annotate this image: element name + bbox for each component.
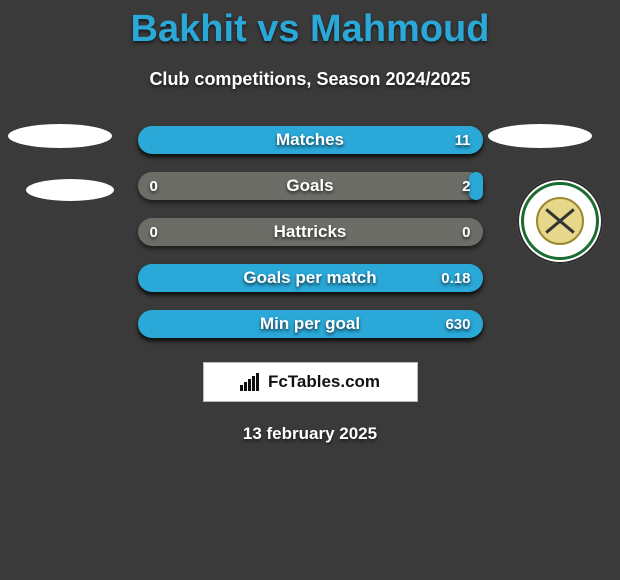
stat-value-left: 0: [150, 224, 164, 241]
stat-bar: 0Hattricks0: [138, 218, 483, 246]
brand-text: FcTables.com: [268, 372, 380, 392]
stat-bar: Goals per match0.18: [138, 264, 483, 292]
stat-value-right: 0: [457, 224, 471, 241]
left-player-placeholder-2: [26, 179, 114, 201]
stat-label: Goals: [138, 176, 483, 196]
stat-value-right: 2: [457, 178, 471, 195]
stat-bar: Min per goal630: [138, 310, 483, 338]
brand-attribution: FcTables.com: [203, 362, 418, 402]
snapshot-date: 13 february 2025: [0, 424, 620, 444]
stat-value-left: 0: [150, 178, 164, 195]
stat-bar: Matches11: [138, 126, 483, 154]
stat-bar: 0Goals2: [138, 172, 483, 200]
stat-bars: Matches110Goals20Hattricks0Goals per mat…: [138, 126, 483, 338]
stat-value-right: 0.18: [441, 270, 470, 287]
stat-bar-fill: [138, 264, 483, 292]
stat-value-right: 11: [455, 132, 471, 149]
stat-bar-fill: [138, 310, 483, 338]
brand-bars-icon: [240, 373, 262, 391]
left-player-placeholder-1: [8, 124, 112, 148]
stat-bar-fill: [138, 126, 483, 154]
page-title: Bakhit vs Mahmoud: [0, 0, 620, 51]
right-club-crest: [517, 178, 603, 264]
right-player-placeholder-1: [488, 124, 592, 148]
stat-label: Hattricks: [138, 222, 483, 242]
comparison-infographic: Bakhit vs Mahmoud Club competitions, Sea…: [0, 0, 620, 444]
subtitle: Club competitions, Season 2024/2025: [0, 69, 620, 90]
stat-value-right: 630: [445, 316, 470, 333]
